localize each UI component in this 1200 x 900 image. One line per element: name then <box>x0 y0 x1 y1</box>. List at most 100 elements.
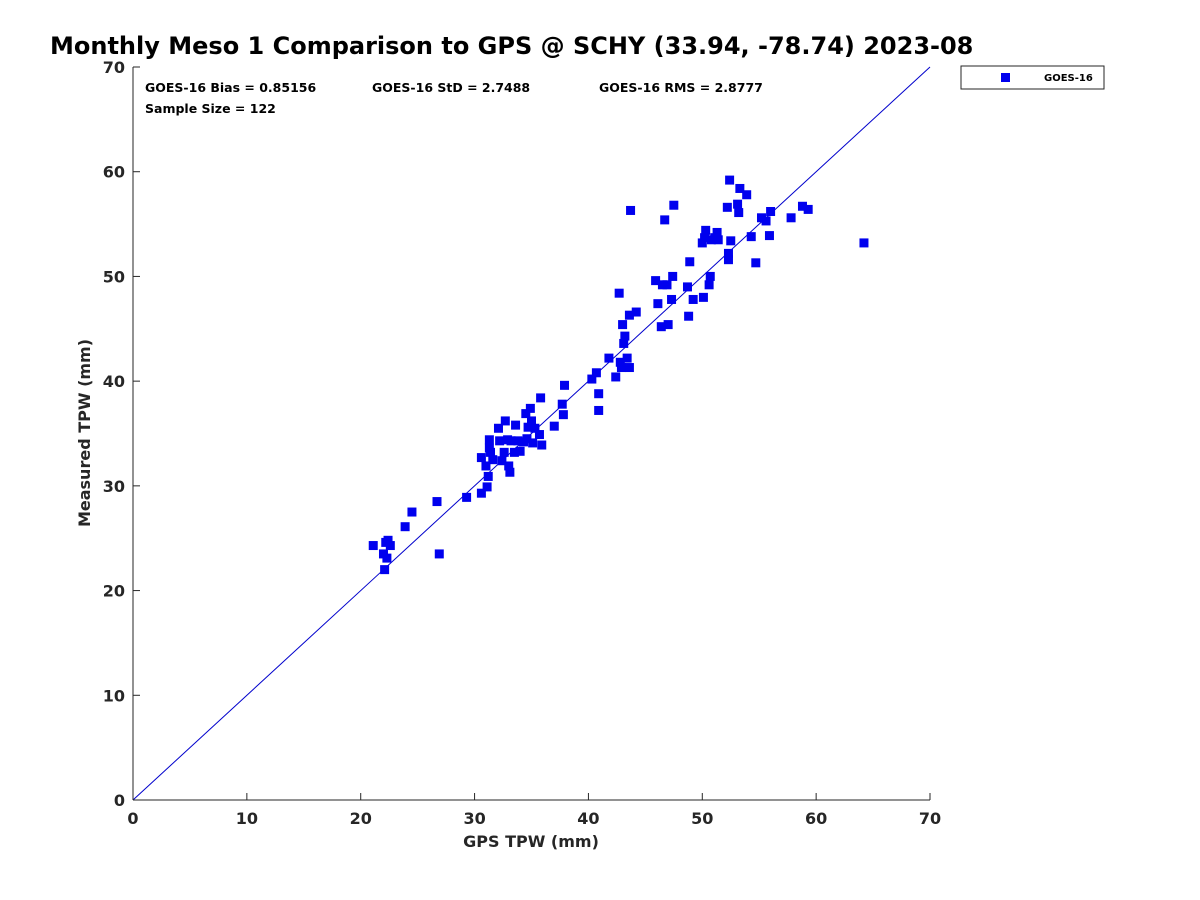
data-point <box>761 216 771 226</box>
data-point <box>704 280 714 290</box>
data-point <box>713 235 723 245</box>
data-point <box>803 204 813 214</box>
data-point <box>493 423 503 433</box>
data-point <box>684 311 694 321</box>
data-point <box>733 199 743 209</box>
data-point <box>786 213 796 223</box>
data-point <box>497 456 507 466</box>
data-point <box>725 175 735 185</box>
data-point <box>682 282 692 292</box>
data-point <box>523 422 533 432</box>
data-point <box>766 207 776 217</box>
legend: GOES-16 <box>960 65 1105 90</box>
data-point <box>616 363 626 373</box>
data-point <box>660 215 670 225</box>
y-axis-ticks: 0 10 20 30 40 50 60 70 <box>103 58 140 810</box>
data-point <box>476 453 486 463</box>
rms-annotation: GOES-16 RMS = 2.8777 <box>599 80 763 95</box>
y-tick-label: 30 <box>103 477 125 496</box>
data-point <box>528 438 538 448</box>
data-point <box>380 565 390 575</box>
data-point <box>723 255 733 265</box>
y-tick-label: 70 <box>103 58 125 77</box>
data-point <box>698 292 708 302</box>
data-point <box>742 190 752 200</box>
data-point <box>723 248 733 258</box>
data-point <box>700 233 710 243</box>
x-tick-label: 70 <box>919 809 941 828</box>
data-point <box>746 232 756 242</box>
data-point <box>521 409 531 419</box>
data-point <box>536 393 546 403</box>
data-point <box>726 236 736 246</box>
data-point <box>688 294 698 304</box>
data-point <box>619 338 629 348</box>
y-tick-label: 10 <box>103 686 125 705</box>
x-tick-label: 50 <box>691 809 713 828</box>
data-point <box>764 231 774 241</box>
chart-title: Monthly Meso 1 Comparison to GPS @ SCHY … <box>50 32 973 60</box>
data-point <box>651 276 661 286</box>
data-point <box>484 435 494 445</box>
data-point <box>483 471 493 481</box>
data-point <box>624 310 634 320</box>
data-point <box>604 353 614 363</box>
data-point <box>525 403 535 413</box>
data-point <box>615 357 625 367</box>
data-point <box>722 202 732 212</box>
data-point <box>462 492 472 502</box>
data-point <box>657 280 667 290</box>
data-point <box>685 257 695 267</box>
data-point <box>697 238 707 248</box>
data-point <box>756 213 766 223</box>
y-tick-label: 20 <box>103 582 125 601</box>
y-tick-label: 60 <box>103 163 125 182</box>
data-point <box>667 294 677 304</box>
data-point <box>407 507 417 517</box>
data-point <box>669 200 679 210</box>
data-point <box>797 201 807 211</box>
legend-marker-square <box>1001 73 1010 82</box>
data-point <box>504 461 514 471</box>
data-point <box>626 205 636 215</box>
y-tick-label: 50 <box>103 267 125 286</box>
data-point <box>558 410 568 420</box>
data-point <box>506 436 516 446</box>
data-point <box>587 374 597 384</box>
y-axis-label: Measured TPW (mm) <box>75 339 94 527</box>
data-point <box>382 553 392 563</box>
data-point <box>620 331 630 341</box>
std-annotation: GOES-16 StD = 2.7488 <box>372 80 530 95</box>
data-point <box>751 258 761 268</box>
data-point <box>432 497 442 507</box>
data-point <box>481 461 491 471</box>
data-point <box>663 320 673 330</box>
sample-size-annotation: Sample Size = 122 <box>145 101 276 116</box>
one-to-one-line <box>132 66 931 801</box>
data-point <box>712 227 722 237</box>
data-point <box>594 389 604 399</box>
data-points <box>368 175 869 575</box>
data-point <box>614 288 624 298</box>
legend-box <box>960 65 1105 90</box>
data-point <box>662 280 672 290</box>
data-point <box>499 447 509 457</box>
y-tick-label: 0 <box>114 791 125 810</box>
data-point <box>668 271 678 281</box>
data-point <box>486 447 496 457</box>
data-point <box>549 421 559 431</box>
data-point <box>500 416 510 426</box>
bias-annotation: GOES-16 Bias = 0.85156 <box>145 80 316 95</box>
data-point <box>509 447 519 457</box>
data-point <box>527 416 536 426</box>
data-point <box>537 440 547 450</box>
data-point <box>488 455 498 465</box>
x-tick-label: 40 <box>577 809 599 828</box>
x-axis-label: GPS TPW (mm) <box>463 832 599 851</box>
x-tick-label: 60 <box>805 809 827 828</box>
y-tick-label: 40 <box>103 372 125 391</box>
data-point <box>631 307 641 317</box>
x-tick-label: 0 <box>127 809 138 828</box>
data-point <box>705 271 715 281</box>
